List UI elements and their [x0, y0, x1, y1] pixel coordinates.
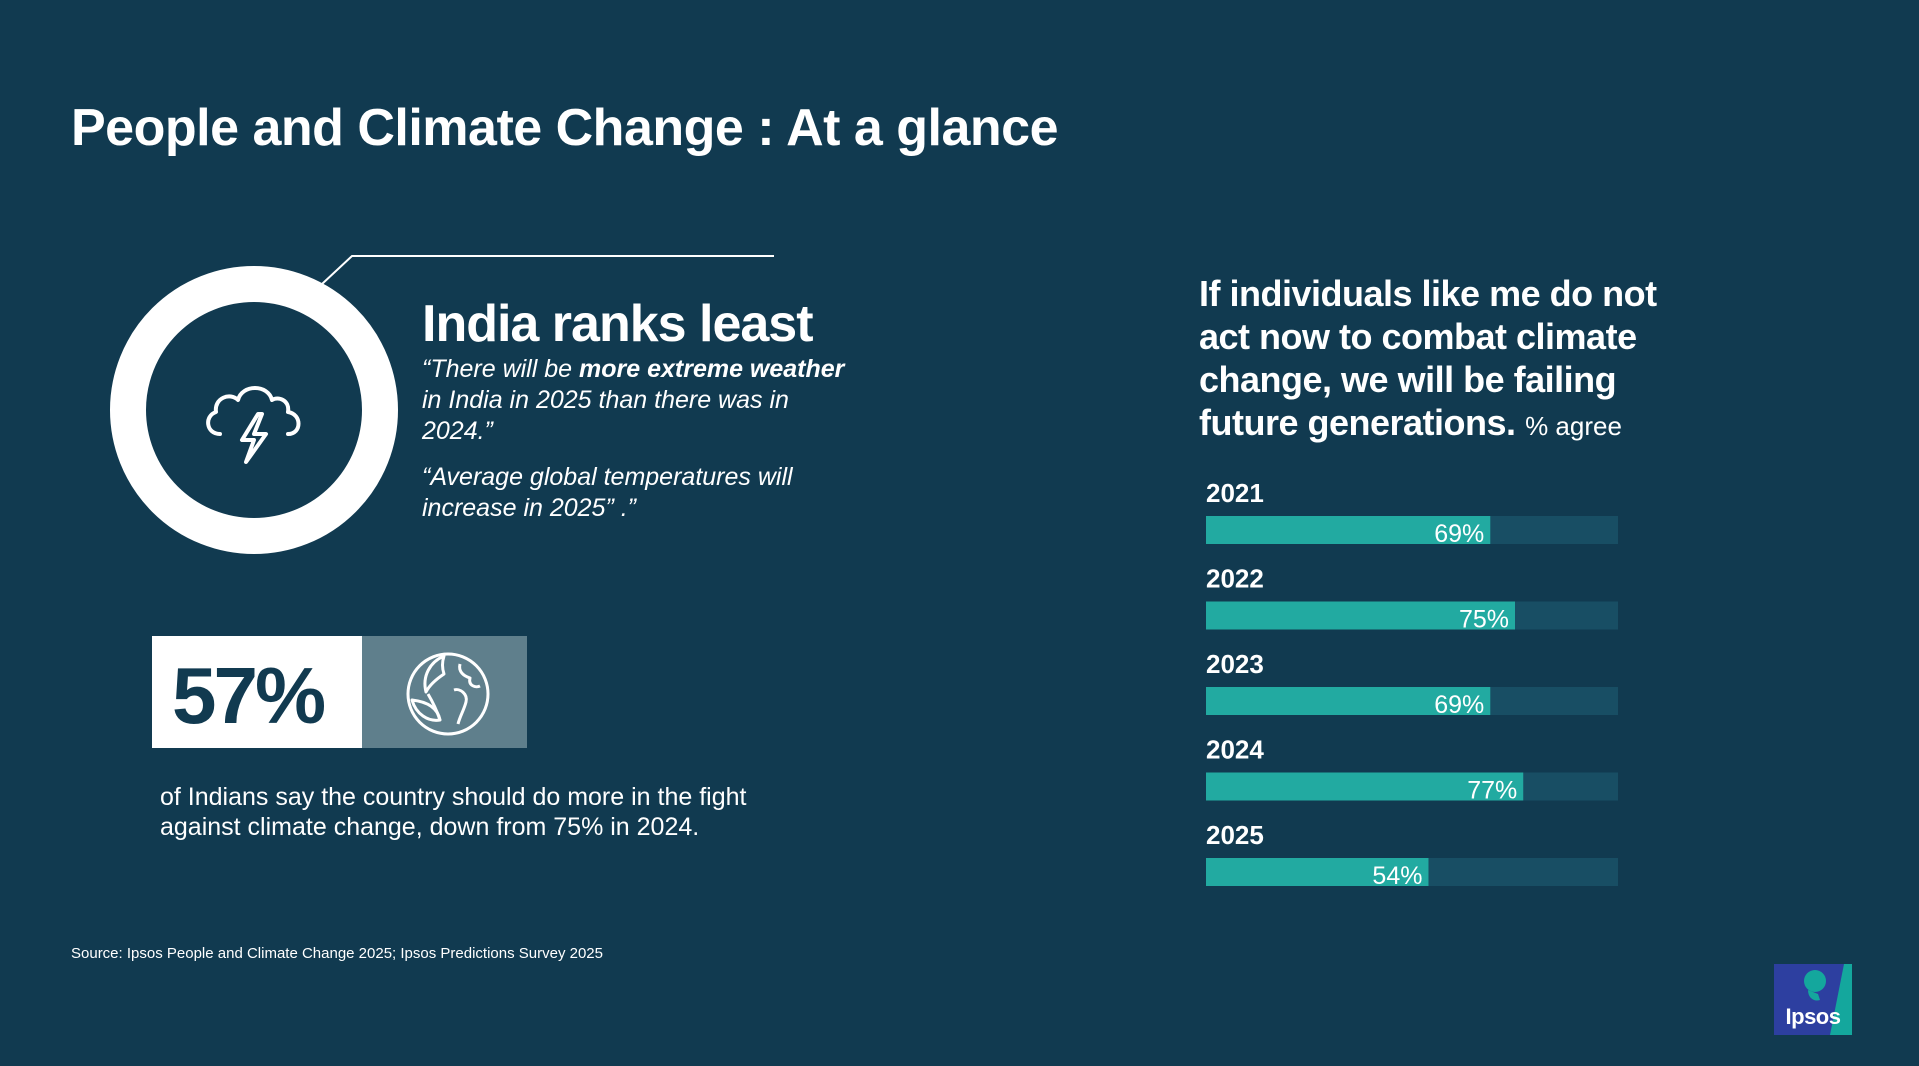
bar-category-label: 2022: [1206, 564, 1264, 594]
stat-description: of Indians say the country should do mor…: [160, 783, 747, 841]
bar: [1206, 516, 1491, 544]
bar: [1206, 858, 1429, 886]
ipsos-logo: Ipsos: [1774, 964, 1852, 1035]
stat-box: 57%: [152, 636, 362, 748]
quote-extreme-weather: “There will be more extreme weather in I…: [422, 355, 845, 445]
source-note: Source: Ipsos People and Climate Change …: [71, 945, 603, 962]
ipsos-logo-mark: [1774, 964, 1852, 1035]
bar-value-label: 69%: [1434, 691, 1484, 719]
agree-bar-chart: 2021 69% 2022 75% 2023 69% 2024 77% 2025 54%: [1206, 478, 1618, 890]
quote-temperatures: “Average global temperatures will increa…: [422, 463, 793, 522]
bar-value-label: 77%: [1467, 777, 1517, 805]
ipsos-logo-text: Ipsos: [1785, 1004, 1841, 1029]
bar-category-label: 2025: [1206, 820, 1264, 850]
storm-cloud-icon: [206, 386, 301, 464]
bar-value-label: 69%: [1434, 520, 1484, 548]
globe-leaf-icon: [406, 652, 490, 736]
globe-box: [362, 636, 527, 748]
bar-value-label: 54%: [1372, 862, 1422, 890]
stat-value: 57%: [172, 651, 326, 740]
bar-category-label: 2021: [1206, 478, 1264, 508]
chart-unit: % agree: [1525, 411, 1622, 441]
chart-title: If individuals like me do not act now to…: [1199, 272, 1699, 448]
bar: [1206, 601, 1515, 630]
chart-title-text: If individuals like me do not act now to…: [1199, 273, 1657, 443]
rank-heading: India ranks least: [422, 295, 814, 353]
bar-category-label: 2024: [1206, 735, 1264, 765]
page-title: People and Climate Change : At a glance: [71, 99, 1059, 157]
callout-line: [321, 255, 774, 285]
bar: [1206, 772, 1524, 801]
bar-category-label: 2023: [1206, 649, 1264, 679]
bar-value-label: 75%: [1459, 606, 1509, 634]
bar: [1206, 687, 1491, 715]
